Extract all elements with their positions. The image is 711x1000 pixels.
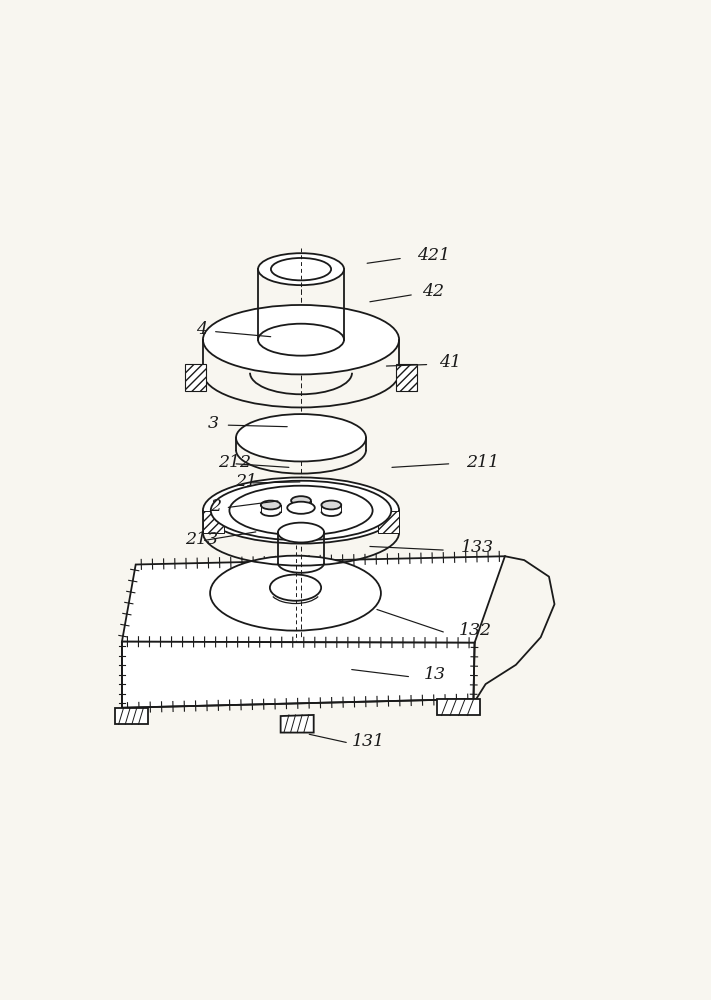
Text: 131: 131 — [352, 733, 385, 750]
Ellipse shape — [203, 305, 399, 374]
Text: 42: 42 — [422, 283, 444, 300]
Ellipse shape — [258, 253, 344, 285]
Ellipse shape — [287, 502, 315, 514]
Polygon shape — [437, 699, 480, 715]
Ellipse shape — [236, 414, 366, 461]
Text: 132: 132 — [459, 622, 492, 639]
Polygon shape — [203, 511, 224, 533]
Polygon shape — [396, 364, 417, 391]
Ellipse shape — [291, 496, 311, 505]
Text: 133: 133 — [461, 539, 494, 556]
Polygon shape — [115, 708, 149, 724]
Ellipse shape — [271, 258, 331, 280]
Ellipse shape — [230, 486, 373, 535]
Polygon shape — [186, 364, 205, 391]
Text: 211: 211 — [466, 454, 499, 471]
Text: 421: 421 — [417, 247, 450, 264]
Ellipse shape — [261, 501, 281, 509]
Ellipse shape — [278, 523, 324, 542]
Ellipse shape — [258, 324, 344, 356]
Polygon shape — [378, 511, 399, 533]
Ellipse shape — [270, 575, 321, 601]
Text: 21: 21 — [235, 473, 257, 490]
Polygon shape — [122, 642, 475, 708]
Ellipse shape — [210, 556, 381, 631]
Text: 213: 213 — [186, 531, 218, 548]
Polygon shape — [281, 715, 314, 733]
Text: 41: 41 — [439, 354, 461, 371]
Text: 212: 212 — [218, 454, 252, 471]
Ellipse shape — [203, 477, 399, 544]
Ellipse shape — [210, 481, 391, 540]
Ellipse shape — [321, 501, 341, 509]
Polygon shape — [122, 556, 505, 643]
Text: 2: 2 — [210, 498, 221, 515]
Text: 13: 13 — [424, 666, 446, 683]
Text: 4: 4 — [196, 321, 208, 338]
Text: 3: 3 — [208, 415, 218, 432]
